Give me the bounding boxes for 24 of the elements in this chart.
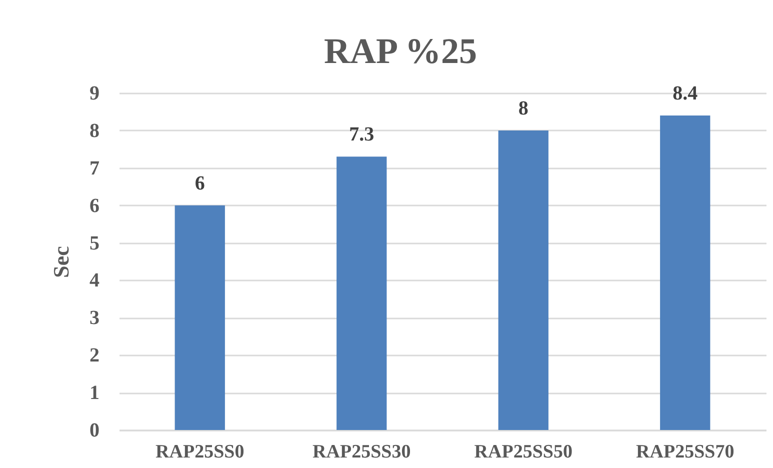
y-tick-label: 7 xyxy=(90,157,100,180)
bar xyxy=(660,115,710,430)
chart-title: RAP %25 xyxy=(324,31,477,71)
y-tick-label: 5 xyxy=(90,232,100,254)
x-tick-label: RAP25SS50 xyxy=(474,442,572,462)
data-label: 8.4 xyxy=(672,82,698,104)
y-tick-label: 8 xyxy=(90,120,100,142)
x-tick-label: RAP25SS30 xyxy=(312,442,411,462)
data-label: 6 xyxy=(194,172,205,194)
y-tick-label: 4 xyxy=(90,270,100,292)
x-tick-label: RAP25SS0 xyxy=(156,442,244,462)
data-label: 7.3 xyxy=(349,124,374,146)
y-tick-label: 0 xyxy=(90,420,100,442)
y-tick-label: 6 xyxy=(90,194,100,217)
bar xyxy=(498,130,548,430)
y-tick-label: 2 xyxy=(90,344,100,367)
bar xyxy=(174,205,225,430)
bar xyxy=(336,156,387,430)
y-tick-label: 9 xyxy=(90,82,100,104)
y-tick-label: 1 xyxy=(90,382,100,404)
y-tick-label: 3 xyxy=(90,307,100,330)
y-axis-title: Sec xyxy=(48,246,74,278)
data-label: 8 xyxy=(518,97,528,120)
x-tick-label: RAP25SS70 xyxy=(636,442,734,462)
